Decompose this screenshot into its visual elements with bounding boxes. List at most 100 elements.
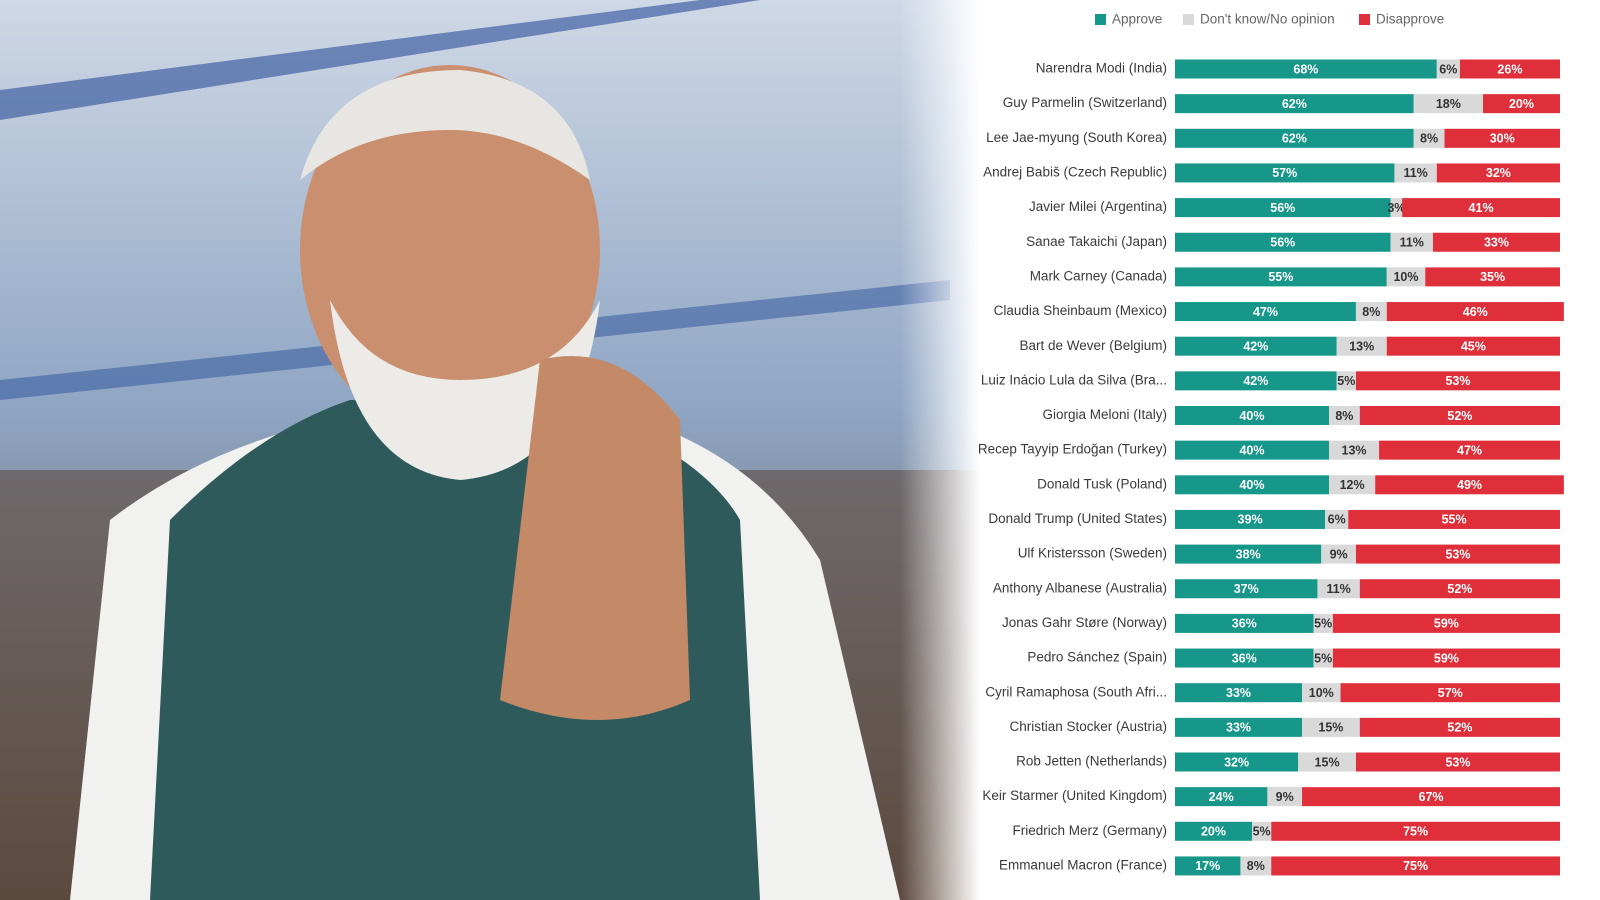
- bar-segment: [1175, 163, 1395, 183]
- bar-segment: [1298, 752, 1356, 772]
- bar-segment: [1332, 613, 1560, 633]
- bar-segment: [1175, 198, 1391, 218]
- segment-label: 8%: [1420, 132, 1438, 146]
- bar-segment: [1329, 440, 1380, 460]
- bar-segment: [1252, 821, 1272, 841]
- chart: Approve Don't know/No opinion Disapprove Na…: [978, 12, 1564, 876]
- bar-segment: [1175, 821, 1252, 841]
- segment-label: 6%: [1439, 62, 1457, 76]
- bar-segment: [1175, 787, 1268, 807]
- row-label: Friedrich Merz (Germany): [1012, 823, 1167, 838]
- segment-label: 37%: [1234, 582, 1259, 596]
- row-label: Javier Milei (Argentina): [1029, 199, 1167, 214]
- segment-label: 6%: [1328, 513, 1346, 527]
- segment-label: 30%: [1490, 132, 1515, 146]
- bar-segment: [1359, 406, 1560, 425]
- row-label: Christian Stocker (Austria): [1009, 719, 1167, 734]
- legend-swatch: [1359, 14, 1370, 25]
- bar-segment: [1175, 509, 1326, 529]
- row-label: Giorgia Meloni (Italy): [1042, 407, 1167, 422]
- segment-label: 5%: [1314, 651, 1332, 665]
- segment-label: 47%: [1253, 305, 1278, 319]
- segment-label: 10%: [1393, 270, 1418, 284]
- segment-label: 67%: [1419, 790, 1444, 804]
- bar-segment: [1175, 267, 1387, 287]
- bar-segment: [1425, 267, 1560, 287]
- segment-label: 47%: [1457, 443, 1482, 457]
- bar-segment: [1313, 613, 1333, 633]
- segment-label: 11%: [1326, 582, 1350, 596]
- segment-label: 5%: [1314, 617, 1332, 631]
- row-label: Donald Trump (United States): [988, 511, 1167, 526]
- bar-segment: [1175, 371, 1337, 391]
- segment-label: 57%: [1272, 166, 1297, 180]
- segment-label: 59%: [1434, 617, 1459, 631]
- segment-label: 17%: [1195, 859, 1220, 873]
- row-label: Claudia Sheinbaum (Mexico): [994, 303, 1167, 318]
- bar-segment: [1267, 787, 1303, 807]
- legend-label: Disapprove: [1376, 12, 1444, 27]
- segment-label: 13%: [1342, 443, 1367, 457]
- segment-label: 3%: [1387, 201, 1405, 215]
- row-label: Andrej Babiš (Czech Republic): [983, 165, 1167, 180]
- row-label: Mark Carney (Canada): [1030, 268, 1167, 283]
- bar-segment: [1394, 163, 1437, 183]
- bar-segment: [1390, 232, 1433, 252]
- bar-segment: [1348, 509, 1560, 529]
- legend-swatch: [1183, 14, 1194, 25]
- bar-segment: [1436, 59, 1460, 79]
- segment-label: 8%: [1335, 409, 1353, 423]
- segment-label: 40%: [1239, 478, 1264, 492]
- segment-label: 40%: [1239, 409, 1264, 423]
- row-label: Jonas Gahr Støre (Norway): [1002, 615, 1167, 630]
- bar-segment: [1175, 544, 1322, 564]
- row-label: Rob Jetten (Netherlands): [1016, 754, 1167, 769]
- bar-segment: [1390, 198, 1403, 218]
- segment-label: 15%: [1315, 755, 1340, 769]
- bar-segment: [1355, 752, 1560, 772]
- bar-segment: [1317, 579, 1360, 599]
- row-label: Guy Parmelin (Switzerland): [1003, 95, 1167, 110]
- bar-segment: [1175, 336, 1337, 356]
- legend-label: Don't know/No opinion: [1200, 12, 1335, 27]
- segment-label: 10%: [1309, 686, 1334, 700]
- segment-label: 57%: [1438, 686, 1463, 700]
- segment-label: 62%: [1282, 97, 1307, 111]
- segment-label: 36%: [1232, 617, 1257, 631]
- segment-label: 59%: [1434, 651, 1459, 665]
- segment-label: 68%: [1293, 62, 1318, 76]
- segment-label: 5%: [1337, 374, 1355, 388]
- bar-segment: [1402, 198, 1560, 218]
- bar-segment: [1271, 821, 1560, 841]
- segment-label: 38%: [1236, 547, 1261, 561]
- bar-segment: [1329, 475, 1376, 495]
- segment-label: 45%: [1461, 339, 1486, 353]
- segment-label: 75%: [1403, 859, 1428, 873]
- bar-segment: [1355, 302, 1387, 322]
- segment-label: 12%: [1340, 478, 1365, 492]
- bar-segment: [1175, 683, 1303, 703]
- bar-segment: [1386, 302, 1564, 322]
- segment-label: 36%: [1232, 651, 1257, 665]
- segment-label: 56%: [1270, 201, 1295, 215]
- segment-label: 20%: [1509, 97, 1534, 111]
- segment-label: 11%: [1400, 236, 1424, 250]
- row-label: Recep Tayyip Erdoğan (Turkey): [978, 442, 1167, 457]
- segment-label: 55%: [1442, 513, 1467, 527]
- segment-label: 75%: [1403, 825, 1428, 839]
- bar-segment: [1336, 336, 1387, 356]
- row-label: Luiz Inácio Lula da Silva (Bra...: [981, 372, 1167, 387]
- segment-label: 46%: [1463, 305, 1488, 319]
- bar-segment: [1386, 267, 1426, 287]
- bar-segment: [1175, 128, 1414, 148]
- segment-label: 26%: [1497, 62, 1522, 76]
- bar-segment: [1359, 717, 1560, 737]
- bar-segment: [1413, 128, 1445, 148]
- segment-label: 56%: [1270, 236, 1295, 250]
- segment-label: 13%: [1349, 339, 1374, 353]
- bar-segment: [1175, 232, 1391, 252]
- bar-segment: [1336, 371, 1356, 391]
- bar-segment: [1302, 787, 1560, 807]
- segment-label: 32%: [1224, 755, 1249, 769]
